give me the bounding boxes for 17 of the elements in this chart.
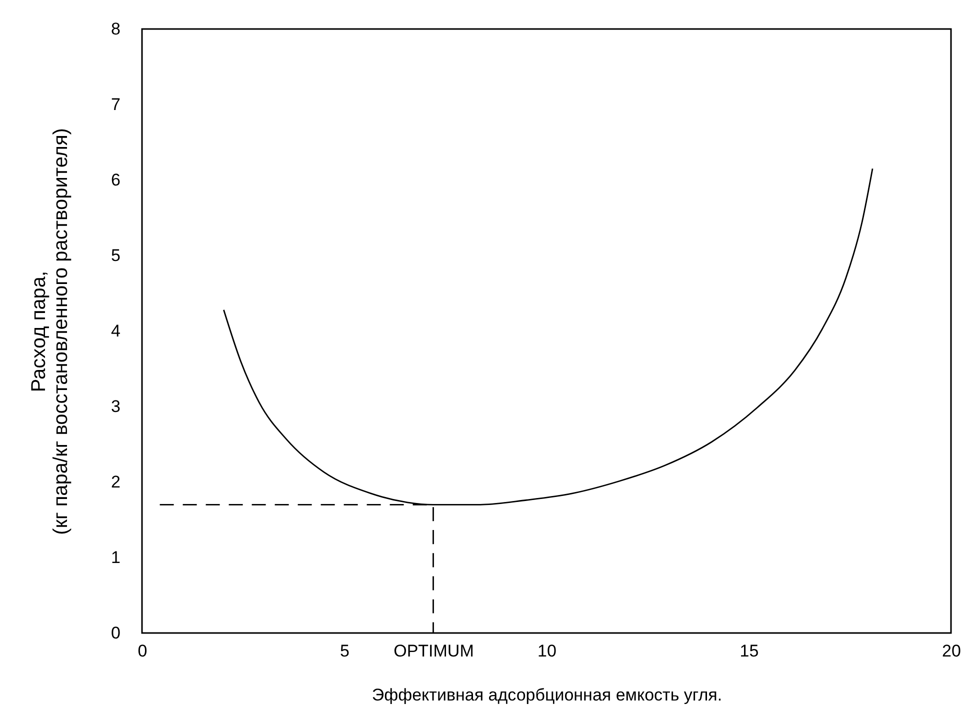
x-tick-label: 10 bbox=[538, 642, 556, 660]
y-tick-label: 1 bbox=[111, 548, 120, 567]
y-tick-label: 3 bbox=[111, 397, 120, 416]
y-tick-label: 2 bbox=[111, 472, 120, 492]
y-tick-label: 0 bbox=[111, 624, 120, 642]
y-tick-label: 4 bbox=[111, 322, 120, 340]
y-tick-label: 7 bbox=[111, 95, 120, 114]
y-axis-title: Расход пара, (кг пара/кг восстановленного растворителя) bbox=[28, 128, 72, 535]
x-tick-label: 5 bbox=[340, 642, 350, 660]
x-tick-label: 20 bbox=[942, 642, 961, 660]
y-tick-label: 5 bbox=[111, 246, 120, 265]
y-tick-label: 6 bbox=[111, 170, 120, 190]
x-tick-label: OPTIMUM bbox=[394, 642, 474, 660]
x-tick-label: 0 bbox=[138, 642, 148, 660]
x-axis-title: Эффективная адсорбционная емкость угля. bbox=[372, 686, 722, 704]
y-tick-label: 8 bbox=[111, 20, 120, 38]
x-tick-label: 15 bbox=[740, 642, 759, 660]
